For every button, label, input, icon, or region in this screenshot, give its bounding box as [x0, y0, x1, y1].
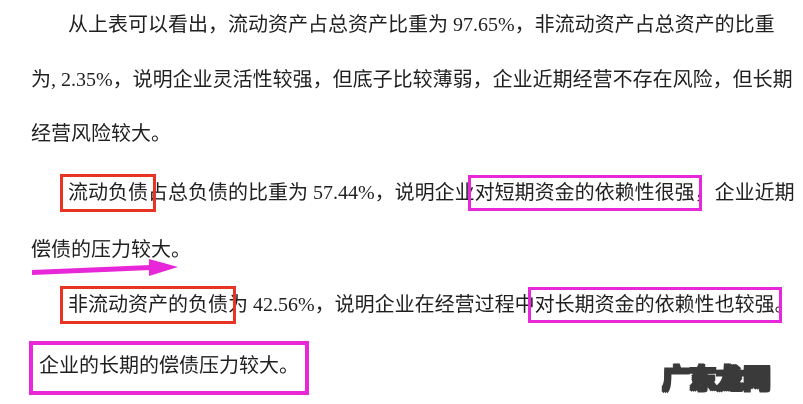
arrow-head-icon	[149, 259, 178, 276]
watermark-logo: 广东龙网	[662, 364, 772, 395]
paragraph3-middle-text: 为 42.56%，说明企业在经营过程中	[228, 294, 535, 316]
paragraph2-tail-text: ，企业近期	[694, 182, 795, 204]
red-annotation-box-current-liabilities: 流动负债	[60, 174, 156, 212]
arrow-shaft	[32, 265, 151, 275]
red-annotation-box-noncurrent-liabilities: 非流动资产的负债	[60, 286, 236, 324]
magenta-annotation-box-conclusion: 企业的长期的偿债压力较大。	[29, 341, 309, 395]
paragraph3-tail-text: 。	[774, 294, 795, 316]
magenta-annotation-box-long-term-dependency: 对长期资金的依赖性也较强	[527, 287, 782, 323]
paragraph1-line2: 为, 2.35%，说明企业灵活性较强，但底子比较薄弱，企业近期经营不存在风险，但…	[31, 69, 793, 91]
paragraph2-line1: 流动负债占总负债的比重为 57.44%，说明企业对短期资金的依赖性很强，企业近期	[60, 174, 795, 212]
paragraph2-line2: 偿债的压力较大。	[31, 239, 191, 261]
paragraph3-line2: 企业的长期的偿债压力较大。	[29, 341, 309, 395]
paragraph1-line3: 经营风险较大。	[31, 123, 171, 145]
magenta-arrow-annotation	[32, 259, 178, 276]
paragraph3-line1: 非流动资产的负债为 42.56%，说明企业在经营过程中对长期资金的依赖性也较强。	[60, 286, 795, 324]
magenta-annotation-box-short-term-dependency: 对短期资金的依赖性很强	[467, 175, 702, 211]
paragraph2-middle-text: 占总负债的比重为 57.44%，说明企业	[148, 182, 475, 204]
paragraph1-line1: 从上表可以看出，流动资产占总资产比重为 97.65%，非流动资产占总资产的比重	[68, 14, 775, 36]
